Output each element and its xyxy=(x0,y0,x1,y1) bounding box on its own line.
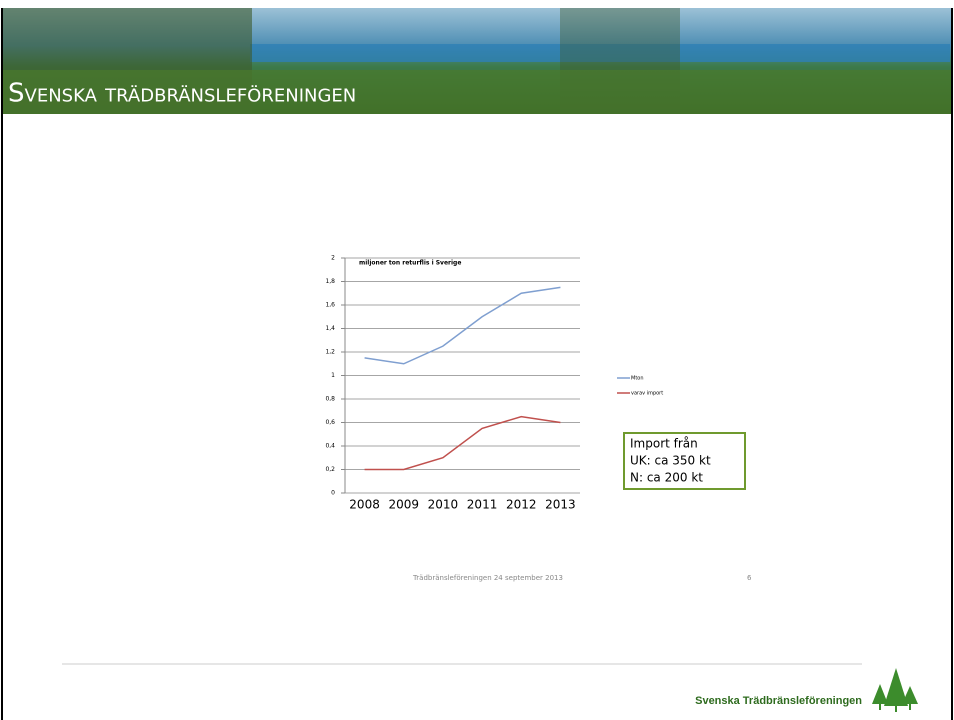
y-tick-label: 1,2 xyxy=(325,349,335,356)
chart-title: miljoner ton returflis i Sverige xyxy=(359,260,461,267)
y-tick-label: 1 xyxy=(331,372,335,379)
y-tick-label: 1,8 xyxy=(325,278,335,285)
legend-label: Mton xyxy=(631,376,644,382)
y-tick-label: 0,2 xyxy=(325,466,335,473)
x-tick-label: 2011 xyxy=(467,498,498,512)
x-tick-label: 2008 xyxy=(349,498,380,512)
y-tick-label: 1,4 xyxy=(325,325,335,332)
y-tick-label: 0,8 xyxy=(325,396,335,403)
y-tick-label: 0,4 xyxy=(325,443,335,450)
annotation-text: Import från xyxy=(630,437,698,451)
y-tick-label: 2 xyxy=(331,255,335,262)
y-tick-label: 0 xyxy=(331,490,335,497)
y-tick-label: 0,6 xyxy=(325,419,335,426)
annotation-text: UK: ca 350 kt xyxy=(630,454,711,468)
y-tick-label: 1,6 xyxy=(325,302,335,309)
footer-brand: Svenska Trädbränsleföreningen xyxy=(695,695,862,707)
header-title: Svenska trädbränsleföreningen xyxy=(8,79,356,109)
x-tick-label: 2012 xyxy=(506,498,537,512)
slide: Svenska trädbränsleföreningen 0 0,2 0,4 0,6… xyxy=(0,0,954,720)
x-tick-label: 2010 xyxy=(428,498,459,512)
slide-footer: Trädbränsleföreningen 24 september 2013 xyxy=(412,574,563,582)
x-tick-label: 2013 xyxy=(545,498,576,512)
slide-number: 6 xyxy=(747,574,752,582)
x-tick-label: 2009 xyxy=(388,498,419,512)
annotation-text: N: ca 200 kt xyxy=(630,471,703,485)
legend-label: varav import xyxy=(631,391,663,397)
